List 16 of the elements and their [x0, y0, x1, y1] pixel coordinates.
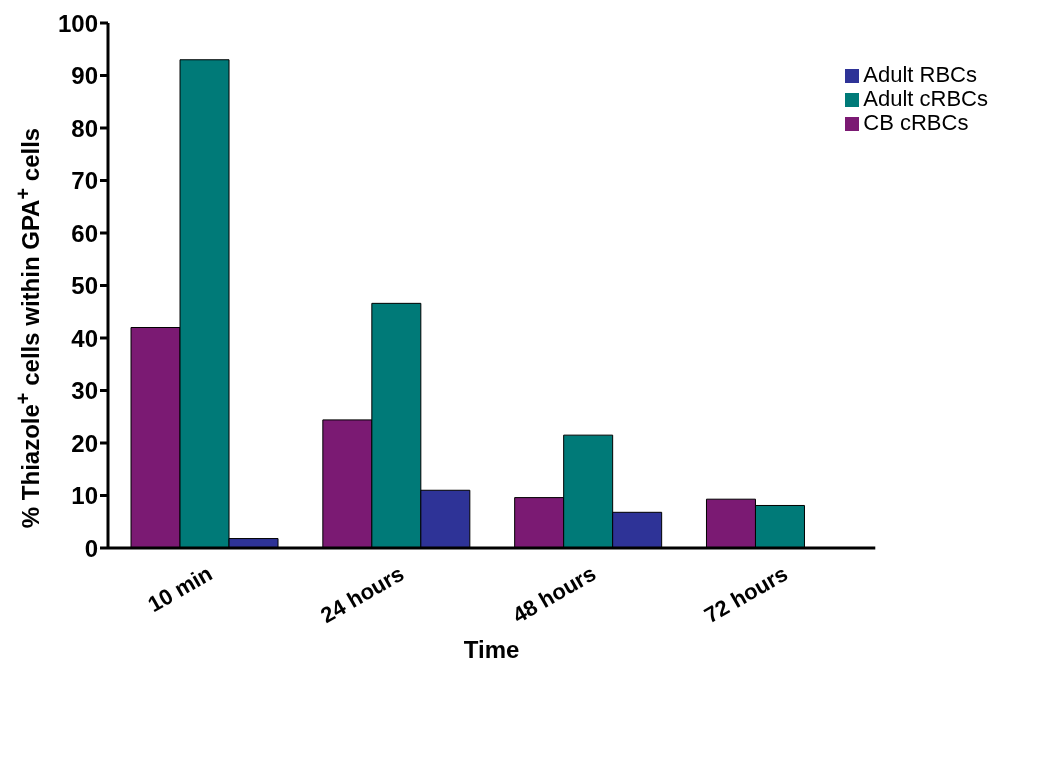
y-tick-label: 90 [71, 62, 98, 90]
x-axis-title: Time [463, 636, 520, 663]
y-tick-label: 10 [71, 482, 98, 510]
legend-label: CB cRBCs [863, 110, 969, 135]
y-tick-label: 40 [71, 324, 98, 352]
y-tick-label: 20 [71, 429, 98, 457]
y-tick-label: 0 [84, 534, 98, 562]
y-tick-label: 60 [71, 219, 98, 247]
y-tick-label: 70 [71, 167, 98, 195]
legend-label: Adult cRBCs [863, 86, 988, 111]
y-tick-label: 30 [71, 377, 98, 405]
legend-label: Adult RBCs [863, 62, 977, 87]
y-tick-label: 100 [57, 9, 98, 37]
x-tick-label: 10 min [143, 560, 217, 618]
y-tick-label: 80 [71, 114, 98, 142]
y-tick-label: 50 [71, 272, 98, 300]
